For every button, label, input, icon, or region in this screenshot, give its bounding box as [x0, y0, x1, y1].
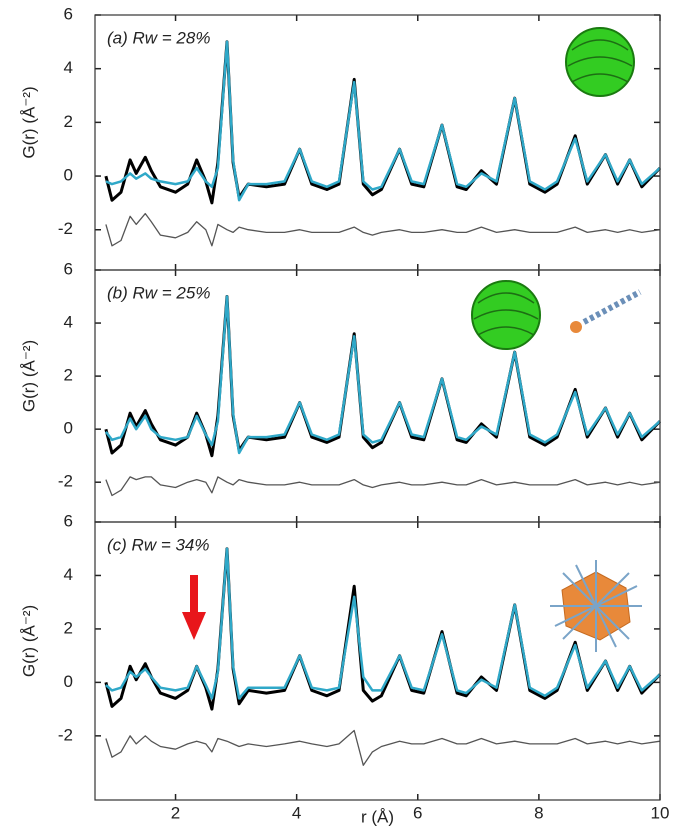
y-axis-label: G(r) (Å⁻²)	[19, 605, 38, 677]
y-tick-label: 4	[64, 313, 73, 332]
y-tick-label: 0	[64, 419, 73, 438]
x-tick-label: 4	[292, 803, 301, 822]
data-line	[105, 40, 661, 202]
y-tick-label: -2	[58, 219, 73, 238]
panel-label: (a) Rw = 28%	[107, 28, 210, 47]
y-tick-label: 6	[64, 259, 73, 278]
panel-label: (b) Rw = 25%	[107, 283, 210, 302]
y-axis-label: G(r) (Å⁻²)	[19, 86, 38, 158]
y-axis-label: G(r) (Å⁻²)	[19, 340, 38, 412]
inset-b	[471, 280, 642, 350]
y-tick-label: 6	[64, 511, 73, 530]
data-line	[105, 547, 661, 700]
x-tick-label: 6	[413, 803, 422, 822]
y-tick-label: 6	[64, 4, 73, 23]
data-line	[105, 476, 661, 497]
panel-label: (c) Rw = 34%	[107, 535, 210, 554]
y-tick-label: 4	[64, 58, 73, 77]
y-tick-label: 0	[64, 166, 73, 185]
x-tick-label: 2	[171, 803, 180, 822]
y-tick-label: -2	[58, 472, 73, 491]
data-line	[104, 295, 661, 455]
red-arrow	[182, 575, 206, 640]
y-tick-label: 2	[64, 618, 73, 637]
x-tick-label: 8	[534, 803, 543, 822]
data-line	[105, 212, 661, 247]
data-line	[105, 729, 661, 766]
x-axis-label: r (Å)	[361, 807, 394, 826]
y-tick-label: 4	[64, 565, 73, 584]
data-line	[104, 40, 662, 205]
y-tick-label: 0	[64, 672, 73, 691]
panel-frame	[94, 521, 661, 801]
data-line	[104, 295, 662, 458]
data-line	[104, 547, 662, 711]
x-tick-label: 10	[651, 803, 670, 822]
y-tick-label: -2	[58, 725, 73, 744]
y-tick-label: 2	[64, 366, 73, 385]
inset-a	[565, 27, 635, 97]
y-tick-label: 2	[64, 112, 73, 131]
